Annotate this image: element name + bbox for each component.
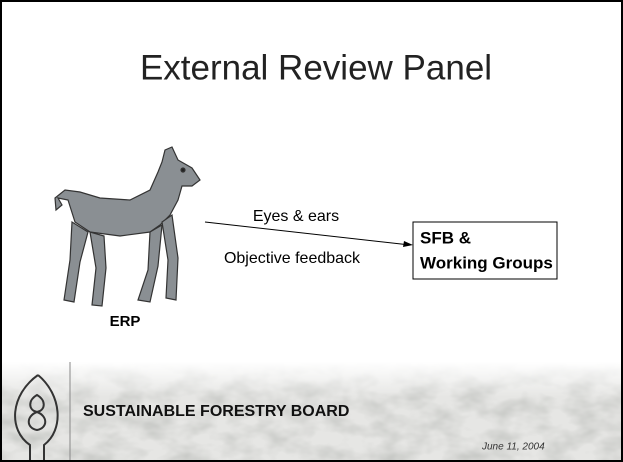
slide-canvas: External Review Panel Eyes & ears Object… bbox=[0, 0, 623, 462]
date: June 11, 2004 bbox=[481, 442, 545, 453]
target-label: SFB & bbox=[420, 228, 471, 247]
arrow-head bbox=[403, 241, 413, 247]
slide-title: External Review Panel bbox=[140, 48, 492, 87]
arrow-label: Objective feedback bbox=[224, 250, 361, 267]
slide: External Review Panel Eyes & ears Object… bbox=[0, 0, 623, 462]
organization-name: SUSTAINABLE FORESTRY BOARD bbox=[83, 403, 349, 420]
target-label: Working Groups bbox=[420, 253, 553, 272]
arrow-label: Eyes & ears bbox=[253, 208, 339, 225]
source-label: ERP bbox=[110, 313, 141, 330]
dog-illustration bbox=[55, 147, 200, 306]
arrow-line bbox=[205, 222, 410, 245]
